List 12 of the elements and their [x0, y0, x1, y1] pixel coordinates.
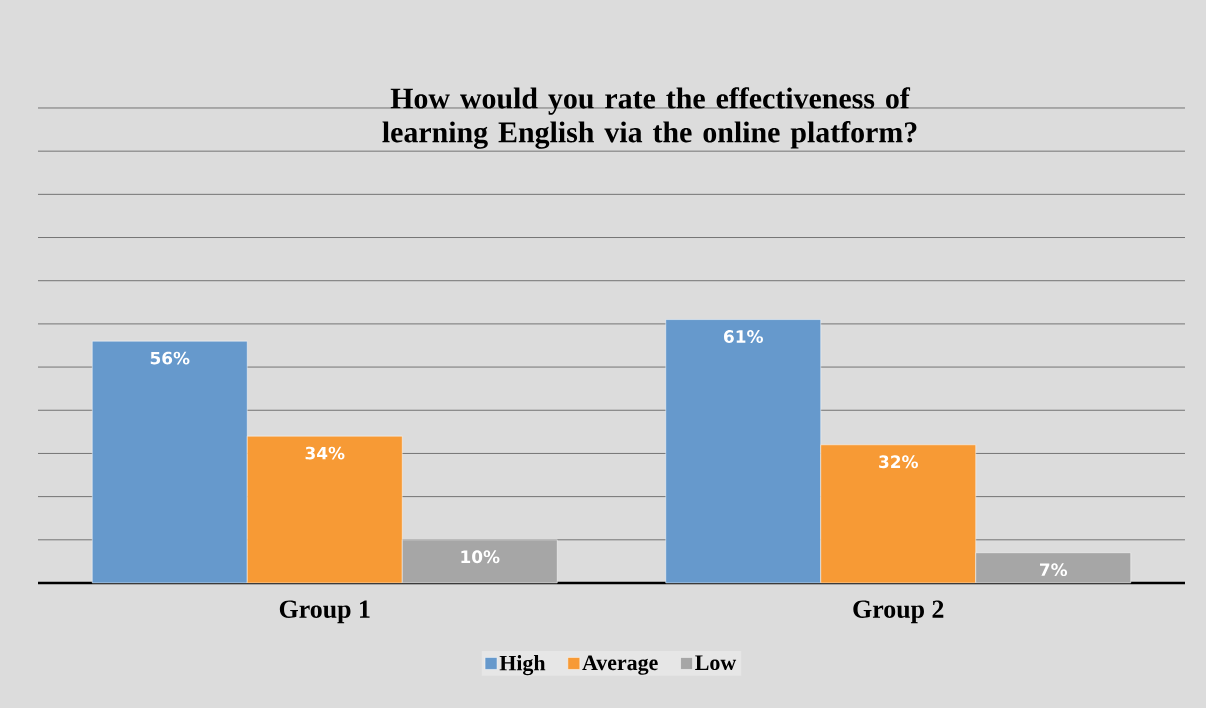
legend-label: Low: [695, 655, 737, 671]
x-tick-label: Group 1: [279, 600, 370, 624]
data-label: 34%: [305, 446, 345, 460]
x-tick-label: Group 2: [853, 600, 944, 624]
data-label: 7%: [1040, 563, 1068, 577]
legend-label: High: [499, 655, 546, 676]
data-label: 10%: [461, 550, 500, 564]
legend-label: Average: [582, 655, 658, 675]
data-label: 32%: [879, 455, 918, 469]
chart-title: How would you rate the effectiveness of learning English via the online platform?: [382, 87, 917, 149]
data-label: 56%: [150, 351, 190, 365]
data-label: 61%: [724, 330, 763, 343]
